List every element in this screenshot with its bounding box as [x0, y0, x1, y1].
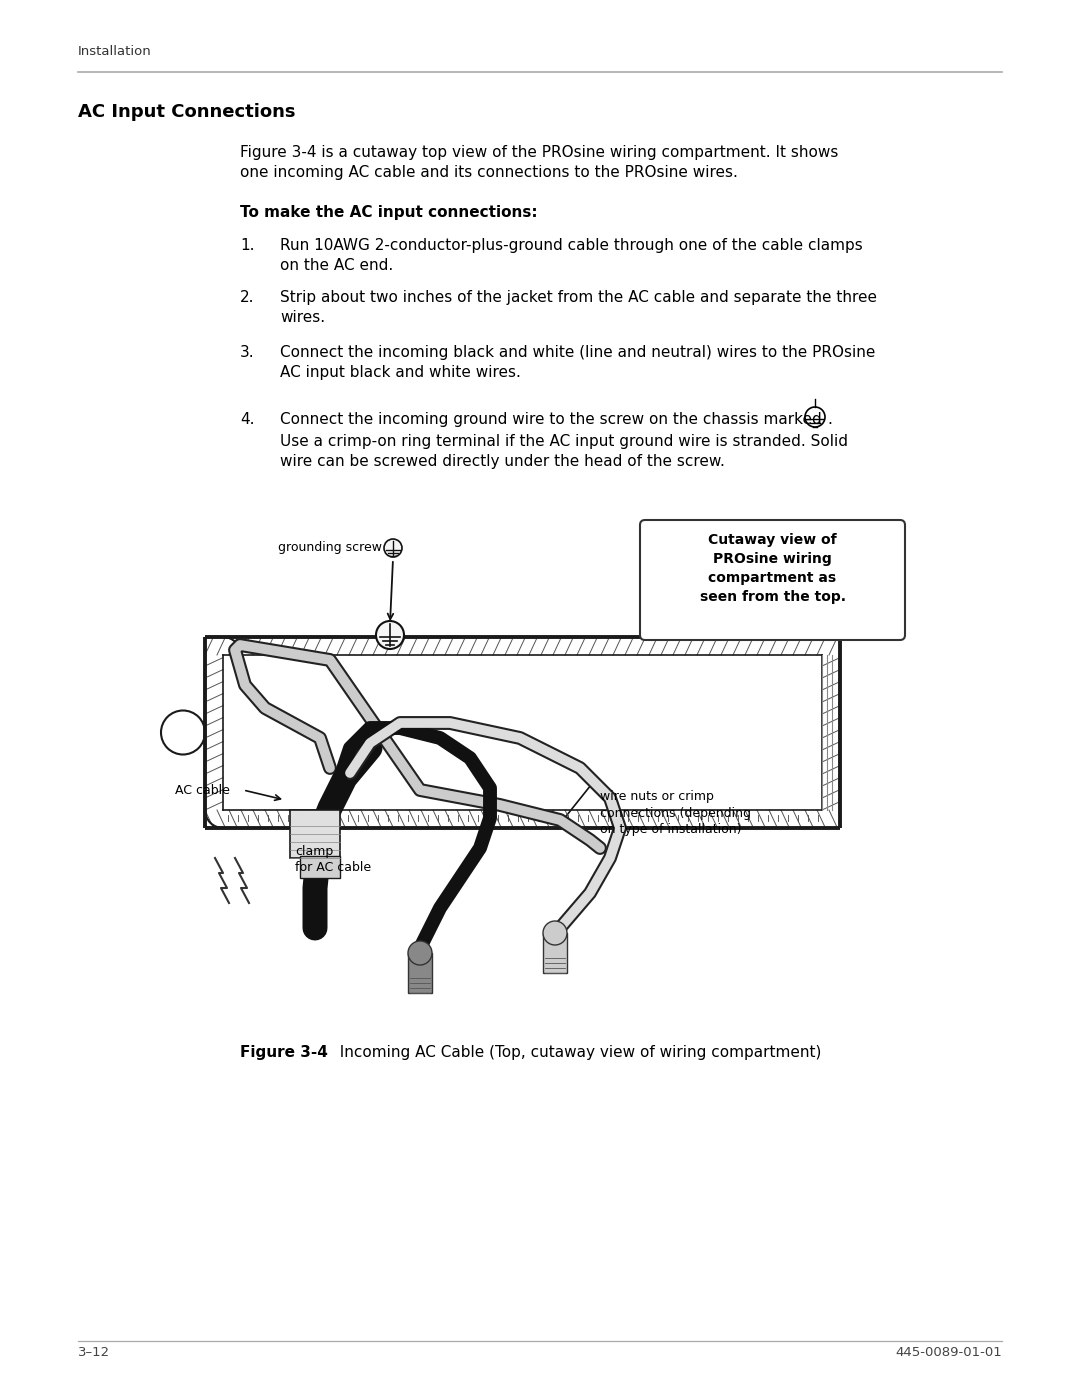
Text: Connect the incoming ground wire to the screw on the chassis marked: Connect the incoming ground wire to the … [280, 412, 822, 427]
Bar [543, 933, 567, 972]
Text: 2.: 2. [240, 291, 255, 305]
Text: AC Input Connections: AC Input Connections [78, 103, 296, 122]
Text: Strip about two inches of the jacket from the AC cable and separate the three
wi: Strip about two inches of the jacket fro… [280, 291, 877, 326]
Circle shape [408, 942, 432, 965]
Circle shape [384, 539, 402, 557]
Text: Cutaway view of
PROsine wiring
compartment as
seen from the top.: Cutaway view of PROsine wiring compartme… [700, 534, 846, 604]
Circle shape [543, 921, 567, 944]
Text: wire nuts or crimp
connections (depending
on type of installation): wire nuts or crimp connections (dependin… [600, 789, 751, 835]
Text: 4.: 4. [240, 412, 255, 427]
Text: To make the AC input connections:: To make the AC input connections: [240, 205, 538, 219]
Text: Figure 3-4: Figure 3-4 [240, 1045, 328, 1060]
Text: 1.: 1. [240, 237, 255, 253]
Text: AC cable: AC cable [175, 784, 230, 796]
Bar [291, 810, 340, 858]
Text: Connect the incoming black and white (line and neutral) wires to the PROsine
AC : Connect the incoming black and white (li… [280, 345, 876, 380]
Text: Run 10AWG 2-conductor-plus-ground cable through one of the cable clamps
on the A: Run 10AWG 2-conductor-plus-ground cable … [280, 237, 863, 274]
Text: grounding screw: grounding screw [278, 542, 382, 555]
Text: Use a crimp-on ring terminal if the AC input ground wire is stranded. Solid
wire: Use a crimp-on ring terminal if the AC i… [280, 434, 848, 469]
Text: 445-0089-01-01: 445-0089-01-01 [895, 1345, 1002, 1359]
Circle shape [376, 622, 404, 650]
Bar [300, 856, 340, 877]
FancyBboxPatch shape [640, 520, 905, 640]
Text: Installation: Installation [78, 45, 152, 59]
Text: clamp
for AC cable: clamp for AC cable [295, 845, 372, 875]
Text: Incoming AC Cable (Top, cutaway view of wiring compartment): Incoming AC Cable (Top, cutaway view of … [330, 1045, 822, 1060]
Text: .: . [827, 412, 832, 427]
Bar [408, 953, 432, 993]
Text: 3.: 3. [240, 345, 255, 360]
Text: Figure 3-4 is a cutaway top view of the PROsine wiring compartment. It shows
one: Figure 3-4 is a cutaway top view of the … [240, 145, 838, 180]
Text: 3–12: 3–12 [78, 1345, 110, 1359]
